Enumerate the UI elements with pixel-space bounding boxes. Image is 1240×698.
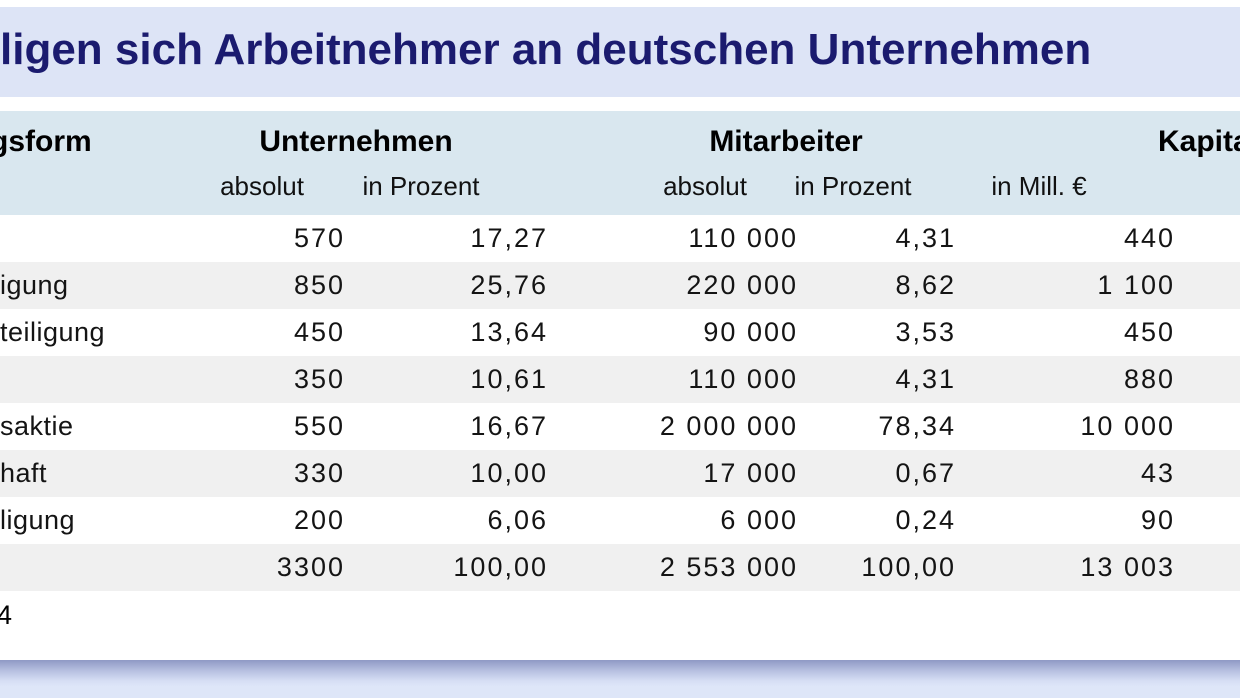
cell-kapital-mill-euro: 1 100 [1097, 270, 1175, 300]
table-header: gsform Unternehmen Mitarbeiter Kapital a… [0, 111, 1240, 215]
footnote-number: 4 [0, 600, 13, 630]
cell-unternehmen-prozent: 17,27 [470, 223, 548, 253]
cell-unternehmen-prozent: 16,67 [470, 411, 548, 441]
cell-unternehmen-prozent: 100,00 [453, 552, 548, 582]
cell-unternehmen-absolut: 550 [293, 411, 345, 441]
column-group-mitarbeiter: Mitarbeiter [709, 125, 863, 158]
cell-kapital-mill-euro: 880 [1123, 364, 1175, 394]
column-group-kapital: Kapital [1158, 125, 1240, 158]
table-row: ligung 200 6,06 6 000 0,24 90 [0, 497, 1240, 544]
row-label: haft [0, 458, 48, 488]
title-band: ligen sich Arbeitnehmer an deutschen Unt… [0, 7, 1240, 97]
bottom-gradient-bar [0, 660, 1240, 698]
cell-unternehmen-prozent: 10,00 [470, 458, 548, 488]
cell-mitarbeiter-prozent: 0,67 [895, 458, 956, 488]
cell-kapital-mill-euro: 10 000 [1080, 411, 1175, 441]
cell-mitarbeiter-absolut: 220 000 [686, 270, 798, 300]
cell-kapital-mill-euro: 90 [1140, 505, 1175, 535]
cell-mitarbeiter-prozent: 4,31 [895, 223, 956, 253]
cell-unternehmen-absolut: 450 [293, 317, 345, 347]
table-body: 570 17,27 110 000 4,31 440 igung 850 25,… [0, 215, 1240, 591]
cell-unternehmen-absolut: 850 [293, 270, 345, 300]
subheader-mitarbeiter-prozent: in Prozent [794, 171, 912, 201]
page-title: ligen sich Arbeitnehmer an deutschen Unt… [0, 25, 1092, 74]
cell-mitarbeiter-absolut: 6 000 [720, 505, 798, 535]
cell-unternehmen-absolut: 200 [293, 505, 345, 535]
table-row: haft 330 10,00 17 000 0,67 43 [0, 450, 1240, 497]
table-row: saktie 550 16,67 2 000 000 78,34 10 000 [0, 403, 1240, 450]
cell-unternehmen-prozent: 6,06 [487, 505, 548, 535]
row-label: teiligung [0, 317, 106, 347]
cell-mitarbeiter-absolut: 110 000 [688, 223, 798, 253]
cell-mitarbeiter-prozent: 78,34 [878, 411, 956, 441]
cell-mitarbeiter-prozent: 0,24 [895, 505, 956, 535]
cell-unternehmen-absolut: 350 [293, 364, 345, 394]
cell-kapital-mill-euro: 450 [1123, 317, 1175, 347]
subheader-mitarbeiter-absolut: absolut [663, 171, 747, 201]
cell-mitarbeiter-prozent: 3,53 [895, 317, 956, 347]
cell-kapital-mill-euro: 440 [1123, 223, 1175, 253]
subheader-unternehmen-prozent: in Prozent [362, 171, 480, 201]
cell-unternehmen-absolut: 3300 [276, 552, 345, 582]
table-row: teiligung 450 13,64 90 000 3,53 450 [0, 309, 1240, 356]
cell-mitarbeiter-absolut: 17 000 [703, 458, 798, 488]
table-row: 350 10,61 110 000 4,31 880 [0, 356, 1240, 403]
cell-unternehmen-prozent: 13,64 [470, 317, 548, 347]
cell-mitarbeiter-absolut: 2 000 000 [659, 411, 798, 441]
table-row: igung 850 25,76 220 000 8,62 1 100 [0, 262, 1240, 309]
row-label: saktie [0, 411, 74, 441]
table-row: 3300 100,00 2 553 000 100,00 13 003 [0, 544, 1240, 591]
cell-mitarbeiter-prozent: 4,31 [895, 364, 956, 394]
cell-mitarbeiter-absolut: 110 000 [688, 364, 798, 394]
cell-kapital-mill-euro: 13 003 [1080, 552, 1175, 582]
cell-unternehmen-prozent: 10,61 [470, 364, 548, 394]
row-label: igung [0, 270, 69, 300]
cell-mitarbeiter-prozent: 8,62 [895, 270, 956, 300]
subheader-unternehmen-absolut: absolut [220, 171, 304, 201]
cell-unternehmen-absolut: 570 [293, 223, 345, 253]
column-group-label-form: gsform [0, 125, 92, 158]
cell-mitarbeiter-absolut: 90 000 [703, 317, 798, 347]
cell-kapital-mill-euro: 43 [1140, 458, 1175, 488]
cell-mitarbeiter-prozent: 100,00 [861, 552, 956, 582]
table-row: 570 17,27 110 000 4,31 440 [0, 215, 1240, 262]
cell-mitarbeiter-absolut: 2 553 000 [659, 552, 798, 582]
cell-unternehmen-absolut: 330 [293, 458, 345, 488]
column-group-unternehmen: Unternehmen [259, 125, 453, 158]
row-label: ligung [0, 505, 76, 535]
subheader-kapital-mill-euro: in Mill. € [991, 171, 1087, 201]
cell-unternehmen-prozent: 25,76 [470, 270, 548, 300]
